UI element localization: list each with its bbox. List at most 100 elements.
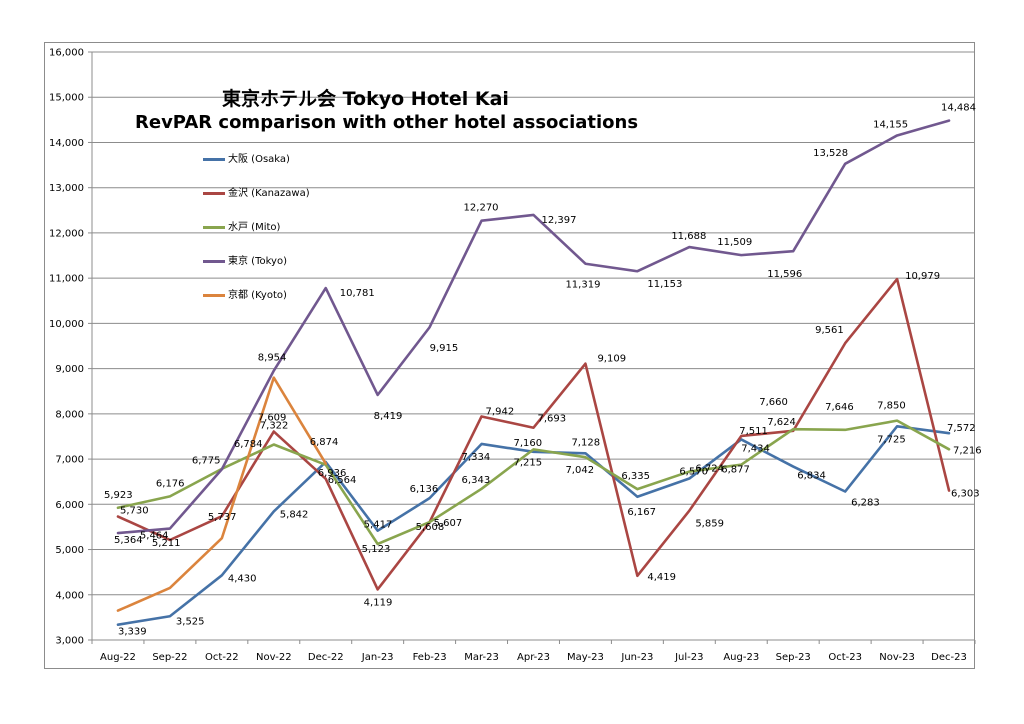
data-label-osaka: 5,842 (280, 509, 309, 520)
data-label-mito: 7,850 (877, 401, 906, 412)
data-label-osaka: 6,136 (410, 484, 439, 495)
data-label-osaka: 4,430 (228, 573, 257, 584)
data-label-osaka: 6,283 (851, 498, 880, 509)
x-tick-label: Nov-22 (256, 652, 292, 663)
x-tick-label: Dec-22 (308, 652, 344, 663)
data-label-kanazawa: 5,737 (208, 512, 237, 523)
data-label-kanazawa: 5,608 (416, 522, 445, 533)
data-label-tokyo: 5,464 (140, 531, 169, 542)
y-tick-label: 11,000 (49, 274, 84, 285)
legend-item-tokyo: 東京 (Tokyo) (203, 252, 287, 267)
data-label-mito: 6,784 (234, 439, 263, 450)
data-label-mito: 7,322 (260, 421, 289, 432)
data-label-kanazawa: 7,609 (258, 413, 287, 424)
legend-swatch-osaka (203, 157, 225, 161)
data-label-mito: 7,646 (825, 402, 854, 413)
legend-item-kyoto: 京都 (Kyoto) (203, 286, 287, 301)
y-tick-label: 5,000 (55, 545, 84, 556)
series-line-osaka (116, 424, 951, 626)
legend-label-kanazawa: 金沢 (Kanazawa) (228, 188, 310, 199)
data-label-kanazawa: 4,119 (364, 597, 393, 608)
legend-swatch-tokyo (203, 259, 225, 263)
data-label-osaka: 6,570 (679, 467, 708, 478)
y-tick-label: 12,000 (49, 228, 84, 239)
data-label-tokyo: 10,781 (340, 288, 375, 299)
data-label-mito: 6,877 (721, 465, 750, 476)
data-label-kanazawa: 7,624 (767, 417, 796, 428)
data-label-osaka: 7,434 (741, 443, 770, 454)
data-label-tokyo: 6,775 (192, 455, 221, 466)
chart-title-line2: RevPAR comparison with other hotel assoc… (135, 112, 639, 133)
data-label-kanazawa: 5,211 (152, 538, 181, 549)
data-label-kanazawa: 7,511 (739, 426, 768, 437)
data-label-kanazawa: 7,693 (538, 414, 567, 425)
series-line-kyoto (116, 376, 328, 612)
data-label-mito: 7,660 (759, 397, 788, 408)
data-label-mito: 5,607 (434, 518, 463, 529)
data-label-mito: 6,335 (621, 471, 650, 482)
data-label-mito: 7,042 (565, 465, 594, 476)
legend-swatch-kyoto (203, 293, 225, 297)
legend-label-kyoto: 京都 (Kyoto) (228, 290, 287, 301)
data-label-kanazawa: 10,979 (905, 271, 940, 282)
x-tick-label: Dec-23 (931, 652, 967, 663)
legend-swatch-mito (203, 225, 225, 229)
data-label-osaka: 3,339 (118, 627, 147, 638)
data-label-kanazawa: 6,564 (328, 475, 357, 486)
legend-swatch-kanazawa (203, 191, 225, 195)
legend-label-mito: 水戸 (Mito) (228, 222, 281, 233)
data-label-mito: 6,176 (156, 478, 185, 489)
data-label-osaka: 6,834 (797, 471, 826, 482)
y-tick-label: 3,000 (55, 636, 84, 647)
data-label-tokyo: 11,509 (717, 237, 752, 248)
data-label-osaka: 7,334 (462, 452, 491, 463)
data-label-mito: 7,216 (953, 445, 982, 456)
y-tick-label: 8,000 (55, 409, 84, 420)
data-label-kanazawa: 4,419 (647, 572, 676, 583)
legend-item-mito: 水戸 (Mito) (203, 218, 281, 233)
data-label-kanazawa: 6,303 (951, 489, 980, 500)
data-label-tokyo: 9,915 (430, 343, 459, 354)
series-line-kanazawa (116, 277, 951, 591)
x-tick-label: May-23 (567, 652, 604, 663)
data-label-osaka: 7,128 (571, 437, 600, 448)
x-tick-label: Oct-22 (205, 652, 239, 663)
x-tick-label: Oct-23 (828, 652, 862, 663)
data-label-osaka: 3,525 (176, 616, 205, 627)
data-label-tokyo: 13,528 (813, 148, 848, 159)
legend-item-osaka: 大阪 (Osaka) (203, 150, 290, 165)
x-tick-label: Jun-23 (620, 652, 653, 663)
data-label-osaka: 7,572 (947, 423, 976, 434)
x-tick-label: Sep-22 (152, 652, 187, 663)
x-tick-label: Aug-23 (723, 652, 759, 663)
data-label-tokyo: 12,397 (542, 215, 577, 226)
chart-frame (44, 42, 975, 669)
data-label-kanazawa: 5,730 (120, 506, 149, 517)
y-tick-label: 16,000 (49, 48, 84, 59)
x-tick-label: Apr-23 (517, 652, 550, 663)
x-tick-label: Feb-23 (413, 652, 447, 663)
legend-label-osaka: 大阪 (Osaka) (228, 154, 290, 165)
data-label-mito: 7,215 (514, 457, 543, 468)
y-tick-label: 15,000 (49, 93, 84, 104)
y-tick-label: 4,000 (55, 590, 84, 601)
data-label-osaka: 6,167 (627, 507, 656, 518)
data-label-osaka: 6,936 (318, 468, 347, 479)
data-label-mito: 5,923 (104, 490, 133, 501)
data-label-kanazawa: 9,561 (815, 325, 844, 336)
series-line-tokyo (116, 119, 951, 535)
x-tick-label: Nov-23 (879, 652, 915, 663)
y-tick-label: 9,000 (55, 364, 84, 375)
data-label-osaka: 5,417 (364, 520, 393, 531)
data-label-tokyo: 12,270 (464, 203, 499, 214)
data-label-tokyo: 5,364 (114, 535, 143, 546)
data-label-tokyo: 14,484 (941, 103, 976, 114)
data-label-tokyo: 8,419 (374, 411, 403, 422)
y-tick-label: 6,000 (55, 500, 84, 511)
y-tick-label: 10,000 (49, 319, 84, 330)
data-label-mito: 5,123 (362, 544, 391, 555)
legend-label-tokyo: 東京 (Tokyo) (228, 256, 287, 267)
data-label-kanazawa: 9,109 (597, 354, 626, 365)
data-label-osaka: 7,725 (877, 434, 906, 445)
